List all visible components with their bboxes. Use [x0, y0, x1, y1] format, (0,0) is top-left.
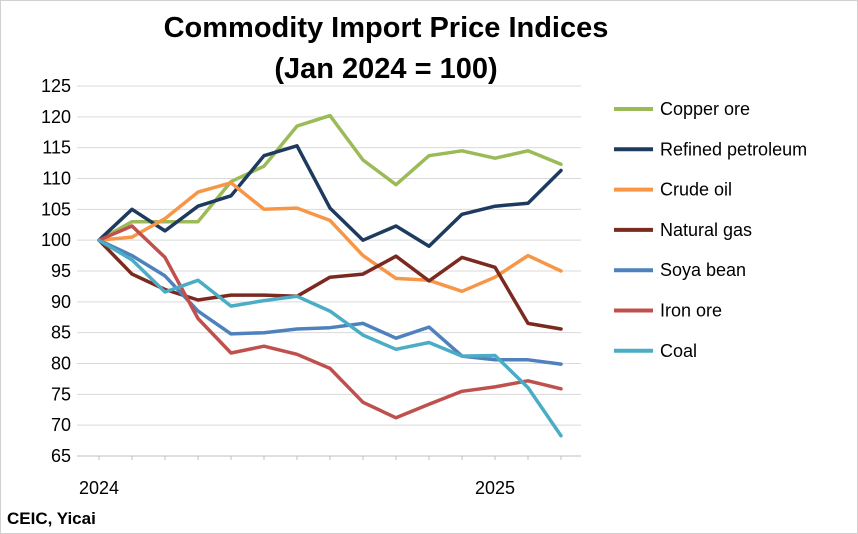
y-tick-label: 120 — [41, 107, 71, 127]
series-line-crude-oil — [97, 181, 563, 294]
legend-label: Coal — [660, 341, 697, 361]
legend-label: Crude oil — [660, 180, 732, 200]
source-note: CEIC, Yicai — [7, 509, 96, 528]
series-line-coal — [97, 238, 563, 438]
legend-label: Soya bean — [660, 260, 746, 280]
x-tick-label: 2024 — [79, 478, 119, 498]
gridlines — [77, 85, 581, 426]
chart-subtitle: (Jan 2024 = 100) — [274, 53, 497, 85]
y-tick-label: 85 — [51, 323, 71, 343]
chart-title: Commodity Import Price Indices — [164, 12, 609, 44]
series-line-refined-petroleum — [97, 144, 563, 249]
y-tick-label: 110 — [42, 169, 71, 189]
y-tick-label: 70 — [51, 415, 71, 435]
y-tick-label: 105 — [41, 199, 71, 219]
x-tick-label: 2025 — [475, 478, 515, 498]
legend-label: Iron ore — [660, 301, 722, 321]
y-tick-label: 115 — [42, 138, 71, 158]
legend: Copper ore Refined petroleum Crude oil Natu… — [614, 99, 807, 361]
y-tick-label: 125 — [41, 76, 71, 96]
legend-label: Copper ore — [660, 99, 750, 119]
series-line-natural-gas — [97, 238, 563, 331]
y-tick-label: 65 — [51, 446, 71, 466]
y-tick-label: 100 — [41, 230, 71, 250]
y-tick-label: 95 — [51, 261, 71, 281]
y-tick-label: 75 — [51, 384, 71, 404]
y-tick-label: 90 — [51, 292, 71, 312]
y-tick-label: 80 — [51, 354, 71, 374]
series-line-iron-ore — [97, 224, 563, 420]
legend-label: Refined petroleum — [660, 139, 807, 159]
axes: 65 70 75 80 85 90 95 100 105 110 115 120 125 2024 2025 — [41, 76, 581, 498]
legend-label: Natural gas — [660, 220, 752, 240]
series-lines — [97, 113, 563, 438]
